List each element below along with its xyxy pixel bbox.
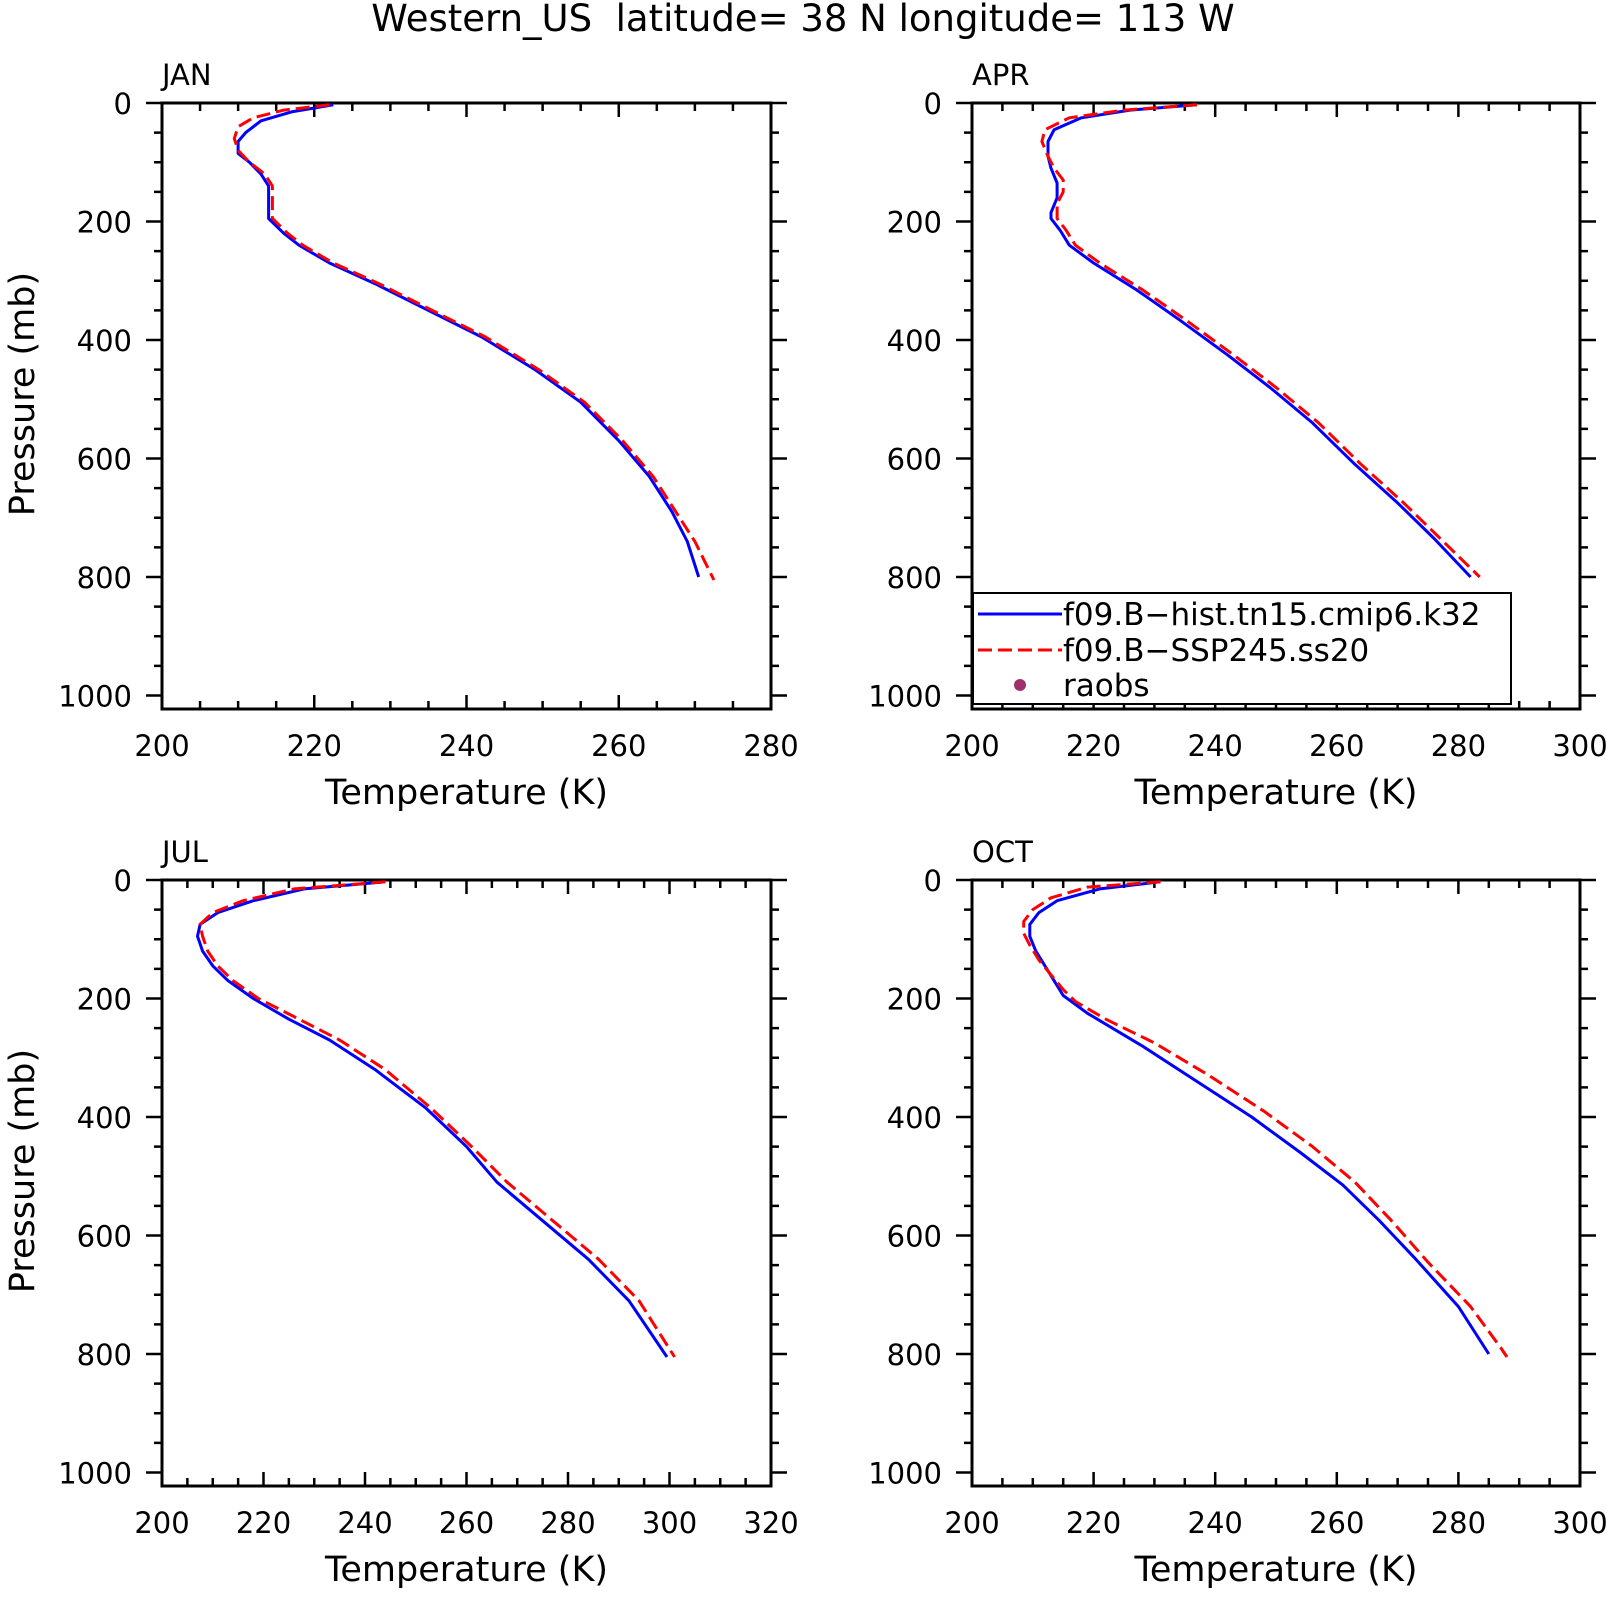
series-line-ssp245 [232,103,716,581]
x-tick-label: 260 [1309,729,1364,763]
y-tick-label: 1000 [58,1457,132,1491]
x-tick-label: 320 [743,1506,798,1540]
x-tick-label: 300 [1552,729,1606,763]
x-tick-label: 220 [1066,1506,1121,1540]
plot-frame [160,878,773,1488]
y-tick-label: 1000 [868,680,942,714]
y-tick-label: 400 [887,324,942,358]
series-line-hist [196,880,669,1358]
y-tick-label: 0 [114,87,132,121]
figure-title: Western_US latitude= 38 N longitude= 113… [371,0,1234,40]
x-tick-label: 220 [287,729,342,763]
x-tick-label: 260 [439,1506,494,1540]
legend-label: f09.B−SSP245.ss20 [1063,633,1369,669]
y-tick-label: 400 [77,1101,132,1135]
y-tick-label: 600 [77,443,132,477]
x-tick-label: 240 [1188,729,1243,763]
x-tick-label: 300 [1552,1506,1606,1540]
x-tick-label: 280 [743,729,798,763]
plot-frame [970,878,1582,1488]
x-tick-label: 260 [591,729,646,763]
x-tick-label: 240 [1188,1506,1243,1540]
panel-label: JAN [160,58,212,92]
series-line-ssp245 [1040,103,1481,579]
y-tick-label: 0 [114,864,132,898]
x-axis-label: Temperature (K) [324,773,608,813]
series-line-hist [1028,880,1491,1355]
y-tick-label: 400 [887,1101,942,1135]
y-tick-label: 200 [77,983,132,1017]
y-tick-label: 0 [924,87,942,121]
legend-label: raobs [1063,668,1150,704]
legend-label: f09.B−hist.tn15.cmip6.k32 [1063,597,1481,633]
legend: f09.B−hist.tn15.cmip6.k32f09.B−SSP245.ss… [972,592,1512,705]
y-tick-label: 200 [887,983,942,1017]
panel-jan: JAN 200 220 240 260 280 0 200 400 600 800 1000 Tempe… [3,58,799,813]
series-line-hist [236,103,701,578]
y-tick-label: 800 [77,1338,132,1372]
panel-label: APR [972,58,1029,92]
panel-apr: APR 200 220 240 260 280 300 0 200 400 600 800 1000 Te… [868,58,1606,813]
x-axis-label: Temperature (K) [324,1550,608,1590]
y-axis-label: Pressure (mb) [3,1049,43,1293]
y-tick-label: 1000 [58,680,132,714]
x-tick-label: 260 [1309,1506,1364,1540]
y-tick-label: 200 [887,206,942,240]
x-tick-label: 200 [134,1506,189,1540]
y-axis-label: Pressure (mb) [3,272,43,516]
x-tick-label: 200 [944,729,999,763]
x-axis-label: Temperature (K) [1133,773,1417,813]
x-tick-label: 240 [337,1506,392,1540]
panel-label: OCT [972,835,1033,869]
y-tick-label: 800 [887,561,942,595]
series-line-ssp245 [198,880,676,1358]
y-tick-label: 600 [887,1220,942,1254]
series-line-ssp245 [1022,880,1509,1358]
x-tick-label: 220 [236,1506,291,1540]
y-tick-label: 1000 [868,1457,942,1491]
series-line-hist [1046,103,1472,579]
y-tick-label: 600 [887,443,942,477]
x-tick-label: 300 [642,1506,697,1540]
x-axis-label: Temperature (K) [1133,1550,1417,1590]
legend-box [972,592,1512,705]
y-tick-label: 200 [77,206,132,240]
x-tick-label: 220 [1066,729,1121,763]
y-tick-label: 800 [887,1338,942,1372]
y-tick-label: 0 [924,864,942,898]
panel-label: JUL [160,835,208,869]
y-tick-label: 400 [77,324,132,358]
y-tick-label: 800 [77,561,132,595]
y-tick-label: 600 [77,1220,132,1254]
x-tick-label: 240 [439,729,494,763]
x-tick-label: 280 [1431,729,1486,763]
legend-swatch-dot [1014,679,1026,691]
x-tick-label: 280 [540,1506,595,1540]
x-tick-label: 200 [134,729,189,763]
panel-oct: OCT 200 220 240 260 280 300 0 200 400 600 800 1000 Te… [868,835,1606,1590]
x-tick-label: 200 [944,1506,999,1540]
x-tick-label: 280 [1431,1506,1486,1540]
plot-frame [160,101,773,711]
panel-jul: JUL 200 220 240 260 280 300 320 0 200 400 600 800 100… [3,835,799,1590]
